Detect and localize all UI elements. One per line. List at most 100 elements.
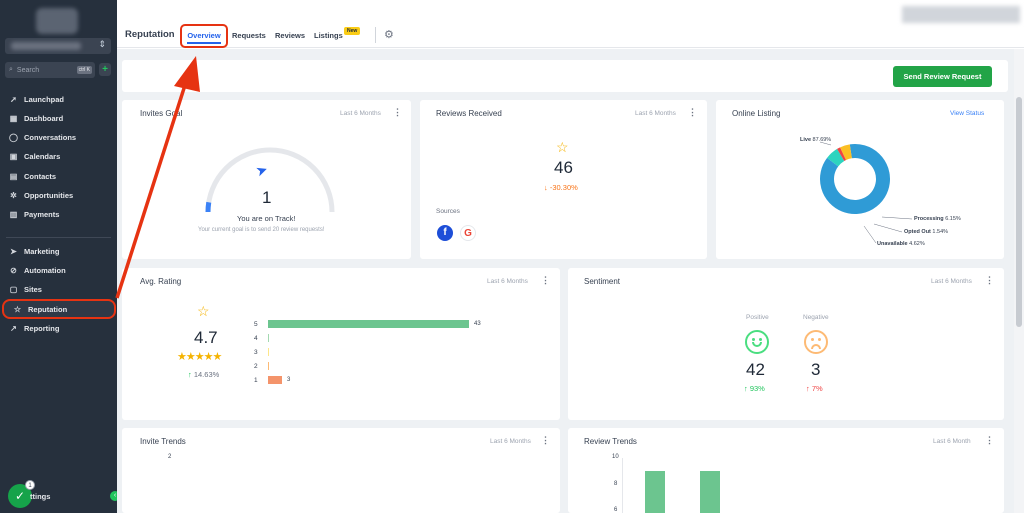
collapse-sidebar-icon[interactable]: ‹ [110, 491, 120, 501]
google-icon[interactable]: G [460, 225, 476, 241]
gear-icon[interactable]: ⚙ [384, 29, 394, 41]
leader-line-live [819, 141, 832, 146]
sidebar-item-payments[interactable]: ▥ Payments [0, 206, 117, 222]
reviews-count: 46 [554, 158, 573, 177]
logo[interactable] [36, 8, 78, 34]
search-input[interactable]: ⌕ Search ctrl K [5, 62, 95, 78]
goal-subtext: Your current goal is to send 20 review r… [198, 227, 325, 233]
sidebar-item-reporting[interactable]: ↗ Reporting [0, 320, 117, 336]
sidebar-item-label: Opportunities [24, 190, 74, 200]
face-mouth [752, 342, 762, 347]
trend-bar[interactable] [700, 471, 720, 513]
page-title: Reputation [125, 29, 175, 40]
send-review-request-button[interactable]: Send Review Request [893, 66, 992, 87]
kebab-menu-icon[interactable]: ⋮ [688, 107, 697, 117]
chevron-updown-icon: ⇕ [98, 39, 106, 49]
segment-pct: 1.54% [932, 229, 949, 235]
sidebar-item-sites[interactable]: ▢ Sites [0, 281, 117, 297]
rating-bar-2 [268, 362, 269, 370]
sidebar-item-opportunities[interactable]: ✲ Opportunities [0, 187, 117, 203]
rating-count: 43 [474, 321, 481, 327]
sidebar-item-calendars[interactable]: ▣ Calendars [0, 148, 117, 164]
positive-count: 42 [746, 360, 765, 379]
sidebar-item-contacts[interactable]: ▤ Contacts [0, 168, 117, 184]
location-switcher[interactable]: ⇕ [5, 38, 111, 54]
segment-name: Processing [914, 216, 944, 222]
sidebar-item-label: Contacts [24, 171, 57, 181]
segment-pct: 4.62% [909, 241, 925, 247]
sidebar-item-launchpad[interactable]: ➚ Launchpad [0, 91, 117, 107]
donut-segment-processing[interactable] [827, 148, 845, 167]
sidebar-item-label: Conversations [24, 132, 77, 142]
donut-segment-unavailable[interactable] [840, 144, 853, 161]
action-bar [122, 60, 1008, 92]
kebab-menu-icon[interactable]: ⋮ [393, 107, 402, 117]
view-status-link[interactable]: View Status [950, 110, 985, 117]
y-tick-label: 2 [168, 454, 172, 460]
sidebar-item-label: Sites [24, 284, 42, 294]
sidebar-item-marketing[interactable]: ➤ Marketing [0, 243, 117, 259]
smile-icon [745, 330, 769, 354]
donut-leader-lines [819, 141, 913, 244]
leader-line-processing [881, 216, 913, 220]
sites-icon: ▢ [9, 284, 18, 294]
listing-donut-chart [820, 144, 890, 214]
change-value: -30.30% [549, 183, 578, 192]
sidebar-item-label: Payments [24, 209, 60, 219]
automation-icon: ⊘ [10, 265, 17, 275]
star-icon: ☆ [13, 304, 22, 314]
dashboard-icon: ▦ [9, 113, 18, 123]
rating-count: 3 [287, 377, 291, 383]
tab-listings[interactable]: Listings [314, 31, 343, 40]
card-title: Online Listing [732, 109, 781, 118]
scrollbar-thumb[interactable] [1016, 97, 1022, 327]
rating-stars: ★★★★★ [177, 351, 222, 363]
frown-icon [804, 330, 828, 354]
notification-badge: 1 [25, 480, 35, 490]
shortcut-badge: ctrl K [76, 66, 92, 74]
leader-line-unavailable [863, 225, 877, 244]
tab-label: Overview [187, 31, 221, 40]
period-label: Last 6 Month [933, 438, 971, 445]
sidebar: ⇕ ⌕ Search ctrl K + ➚ Launchpad ▦ Dashboar… [0, 0, 120, 513]
payments-icon: ▥ [9, 209, 18, 219]
review-trends-card: Review Trends Last 6 Month ⋮ 10 8 6 [568, 428, 1004, 513]
period-label: Last 6 Months [931, 278, 972, 285]
sidebar-item-settings[interactable]: ttings [30, 492, 51, 501]
sidebar-item-label: Dashboard [24, 113, 64, 123]
segment-name: Unavailable [877, 241, 908, 247]
avg-rating-value: 4.7 [194, 328, 218, 347]
negative-count: 3 [811, 360, 821, 379]
tab-reviews[interactable]: Reviews [275, 31, 306, 40]
period-label: Last 6 Months [340, 110, 381, 117]
gauge-track [205, 147, 335, 213]
rating-row-3: 3 [254, 347, 274, 357]
scrollbar[interactable] [1014, 49, 1024, 513]
donut-segment-live[interactable] [820, 144, 890, 214]
y-axis-line [622, 458, 623, 513]
sources-label: Sources [436, 208, 460, 215]
quick-add-button[interactable]: + [99, 63, 111, 76]
rating-star-label: 2 [254, 362, 258, 370]
sidebar-item-conversations[interactable]: ◯ Conversations [0, 129, 117, 145]
tab-overview[interactable]: Overview [180, 24, 228, 48]
sidebar-item-label: Launchpad [24, 94, 65, 104]
facebook-icon[interactable]: f [437, 225, 453, 241]
rating-row-5: 5 43 [254, 319, 481, 329]
tab-requests[interactable]: Requests [232, 31, 266, 40]
sidebar-item-dashboard[interactable]: ▦ Dashboard [0, 110, 117, 126]
kebab-menu-icon[interactable]: ⋮ [985, 275, 994, 285]
trend-bar[interactable] [645, 471, 665, 513]
kebab-menu-icon[interactable]: ⋮ [541, 275, 550, 285]
star-list-icon: ☆ [556, 139, 569, 155]
profile-area[interactable] [902, 6, 1020, 23]
card-title: Review Trends [584, 437, 637, 446]
rating-star-label: 3 [254, 348, 258, 356]
kebab-menu-icon[interactable]: ⋮ [985, 435, 994, 445]
donut-segment-opted-out[interactable] [837, 147, 847, 161]
gauge-fill [205, 201, 212, 213]
negative-label: Negative [803, 314, 829, 321]
sidebar-item-automation[interactable]: ⊘ Automation [0, 262, 117, 278]
kebab-menu-icon[interactable]: ⋮ [541, 435, 550, 445]
sidebar-item-reputation[interactable]: ☆ Reputation [2, 299, 116, 319]
